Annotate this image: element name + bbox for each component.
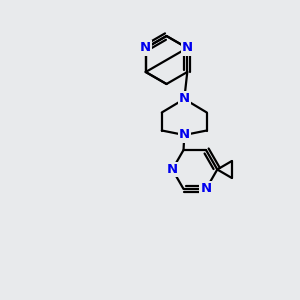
Text: N: N: [179, 128, 190, 142]
Text: N: N: [182, 41, 193, 55]
Text: N: N: [200, 182, 211, 196]
Text: N: N: [167, 163, 178, 176]
Text: N: N: [140, 41, 151, 55]
Text: N: N: [179, 92, 190, 106]
